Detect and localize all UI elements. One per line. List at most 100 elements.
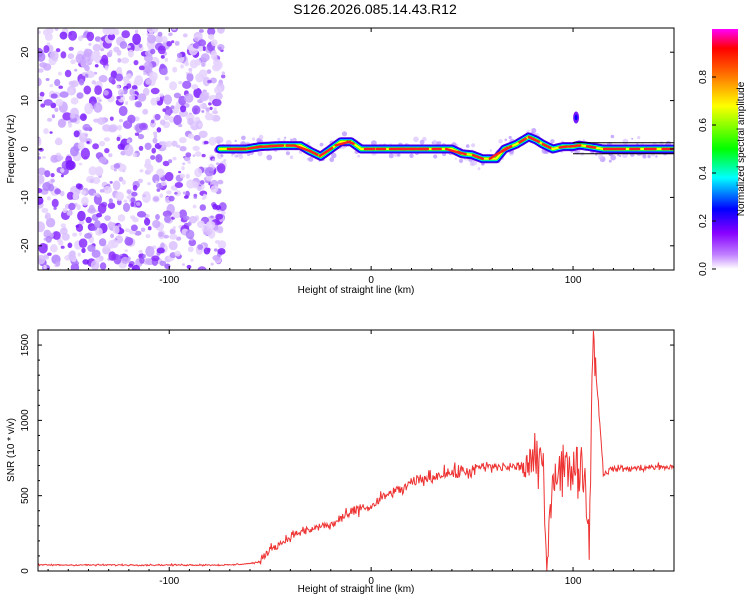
noise-blob — [98, 156, 107, 164]
trace-haze — [481, 162, 485, 166]
noise-blob — [175, 59, 180, 63]
noise-blob — [200, 61, 206, 68]
noise-blob — [38, 152, 41, 156]
noise-blob — [81, 132, 89, 138]
snr-x-axis-title: Height of straight line (km) — [298, 584, 415, 595]
colorbar-ticks: 0.0 0.2 0.4 0.6 0.8 — [698, 70, 716, 276]
noise-blob — [108, 124, 118, 132]
noise-blob — [117, 214, 126, 222]
noise-blob — [159, 93, 164, 97]
noise-blob — [201, 153, 206, 158]
noise-blob — [174, 250, 181, 257]
trace-spike-core — [574, 114, 578, 121]
noise-blob — [119, 119, 123, 123]
noise-blob — [131, 85, 138, 90]
trace-haze — [419, 139, 425, 145]
trace-haze — [437, 141, 442, 145]
trace-haze — [319, 142, 324, 147]
noise-blob — [184, 93, 194, 103]
noise-blob — [49, 84, 53, 88]
noise-blob — [38, 30, 41, 34]
noise-blob — [212, 63, 221, 72]
noise-blob — [134, 29, 139, 34]
noise-blob — [214, 240, 221, 244]
noise-blob — [168, 32, 173, 37]
noise-blob — [187, 117, 194, 126]
noise-blob — [215, 162, 220, 165]
spectrogram-y-axis-title: Frequency (Hz) — [6, 115, 17, 184]
snr-y-tick-label: 0 — [20, 568, 31, 574]
trace-haze — [329, 157, 335, 163]
noise-blob — [210, 185, 219, 193]
trace-haze — [477, 167, 481, 171]
noise-blob — [155, 180, 159, 184]
trace-haze — [298, 150, 303, 154]
snr-x-tick-label: -100 — [159, 576, 179, 587]
noise-blob — [221, 71, 225, 75]
trace-haze — [610, 134, 615, 139]
trace-haze — [527, 129, 530, 132]
noise-blob — [84, 73, 89, 78]
noise-blob — [207, 28, 216, 36]
noise-blob — [182, 191, 187, 195]
trace-haze — [465, 144, 470, 148]
noise-blob — [115, 191, 124, 201]
noise-blob — [214, 99, 222, 107]
trace-peak — [518, 137, 527, 144]
noise-blob — [191, 105, 201, 115]
noise-blob — [153, 131, 158, 136]
noise-blob — [151, 147, 156, 154]
trace-peak — [527, 135, 540, 143]
noise-blob — [82, 123, 91, 132]
noise-blob — [46, 42, 51, 46]
noise-blob — [47, 184, 55, 192]
noise-blob — [55, 48, 61, 53]
noise-blob — [164, 215, 171, 223]
noise-blob — [87, 207, 97, 214]
noise-blob — [99, 140, 106, 147]
trace-peak — [541, 142, 552, 150]
noise-blob — [87, 71, 95, 78]
noise-blob — [113, 168, 117, 172]
trace-haze — [308, 156, 314, 162]
noise-blob — [147, 34, 156, 44]
trace-haze — [284, 136, 287, 139]
trace-haze — [289, 155, 294, 159]
noise-blob — [165, 140, 172, 148]
noise-blob — [194, 37, 199, 42]
noise-blob — [90, 260, 100, 270]
noise-blob — [159, 63, 166, 70]
noise-blob — [119, 41, 128, 49]
trace-haze — [458, 158, 464, 163]
noise-blob — [127, 49, 134, 58]
noise-blob — [136, 211, 147, 218]
noise-blob — [185, 173, 190, 179]
noise-blob — [134, 101, 142, 108]
trace-peak — [585, 145, 597, 149]
noise-blob — [214, 136, 224, 144]
noise-blob — [103, 137, 111, 142]
noise-blob — [110, 233, 115, 239]
noise-blob — [132, 33, 142, 45]
noise-blob — [174, 40, 180, 46]
noise-blob — [163, 94, 172, 105]
noise-blob — [55, 260, 61, 267]
noise-blob — [132, 217, 139, 223]
colorbar-tick-label: 0.4 — [698, 166, 709, 180]
noise-blob — [145, 78, 152, 85]
noise-blob — [138, 145, 144, 151]
trace-haze — [225, 139, 232, 146]
noise-blob — [104, 65, 109, 71]
noise-blob — [142, 254, 146, 259]
noise-blob — [145, 234, 151, 239]
noise-blob — [193, 193, 198, 198]
noise-blob — [168, 241, 178, 251]
trace-haze — [508, 135, 512, 140]
trace-peak — [346, 140, 355, 145]
noise-blob — [103, 90, 109, 96]
spectrogram-y-tick-label: -10 — [20, 190, 31, 205]
noise-blob — [118, 176, 124, 182]
snr-y-ticks: 0 500 1000 1500 — [20, 334, 674, 574]
noise-blob — [60, 223, 66, 228]
noise-blob — [86, 31, 95, 42]
